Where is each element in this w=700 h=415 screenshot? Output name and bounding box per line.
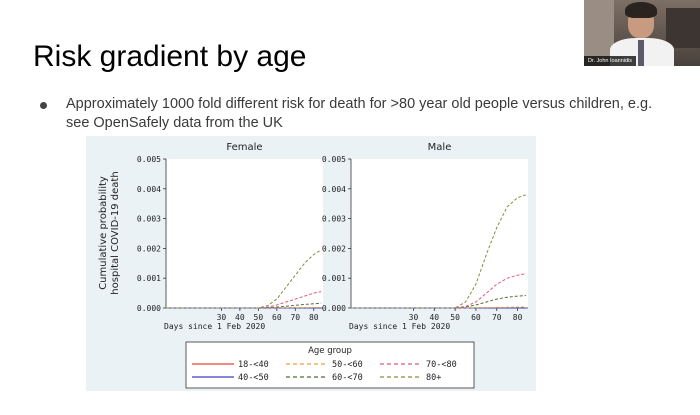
x-tick-label: 50 <box>450 313 460 322</box>
legend-label: 80+ <box>426 373 441 383</box>
x-tick-label: 80 <box>513 313 523 322</box>
y-tick-label: 0.005 <box>322 155 346 164</box>
y-tick-label: 0.002 <box>322 244 346 253</box>
x-tick-label: 60 <box>272 313 282 322</box>
y-tick-label: 0.000 <box>137 304 161 313</box>
y-tick-label: 0.004 <box>322 185 346 194</box>
series-line-70-80 <box>351 273 526 309</box>
x-tick-label: 60 <box>471 313 481 322</box>
panel-title: Female <box>226 142 262 153</box>
y-tick-label: 0.000 <box>322 304 346 313</box>
y-tick-label: 0.001 <box>137 274 161 283</box>
x-tick-label: 30 <box>409 313 419 322</box>
y-tick-label: 0.003 <box>322 215 346 224</box>
legend-label: 70-<80 <box>426 360 457 370</box>
y-axis-label: Cumulative probabilityhospital COVID-19 … <box>98 171 121 294</box>
y-tick-label: 0.004 <box>137 185 161 194</box>
webcam-video: Dr. John Ioannidis <box>584 0 700 66</box>
bullet-dot-icon <box>40 102 47 109</box>
x-tick-label: 70 <box>492 313 502 322</box>
x-tick-label: 30 <box>217 313 227 322</box>
legend-label: 40-<50 <box>238 373 269 383</box>
x-tick-label: 50 <box>254 313 264 322</box>
webcam-person-tie <box>638 40 644 66</box>
plot-area <box>166 159 323 308</box>
legend-label: 18-<40 <box>238 360 269 370</box>
series-line-80- <box>166 249 322 309</box>
x-tick-label: 70 <box>290 313 300 322</box>
y-tick-label: 0.001 <box>322 274 346 283</box>
x-tick-label: 40 <box>235 313 245 322</box>
y-axis-label-line: Cumulative probability <box>98 176 109 290</box>
y-tick-label: 0.003 <box>137 215 161 224</box>
y-tick-label: 0.005 <box>137 155 161 164</box>
webcam-person-hair <box>625 2 657 18</box>
bullet-text: Approximately 1000 fold different risk f… <box>66 96 653 131</box>
webcam-nameplate: Dr. John Ioannidis <box>584 56 637 66</box>
x-axis-label: Days since 1 Feb 2020 <box>349 322 450 331</box>
legend-label: 50-<60 <box>332 360 363 370</box>
webcam-background <box>584 0 614 66</box>
legend-title: Age group <box>308 346 352 356</box>
legend-label: 60-<70 <box>332 373 363 383</box>
panel-title: Male <box>428 142 452 153</box>
x-tick-label: 80 <box>309 313 319 322</box>
chart-figure: Cumulative probabilityhospital COVID-19 … <box>86 136 536 391</box>
plot-area <box>351 159 528 308</box>
webcam-shelf <box>666 8 700 48</box>
x-axis-label: Days since 1 Feb 2020 <box>164 322 265 331</box>
chart-svg: Cumulative probabilityhospital COVID-19 … <box>98 142 528 389</box>
legend-box <box>185 341 475 389</box>
y-tick-label: 0.002 <box>137 244 161 253</box>
slide-title: Risk gradient by age <box>33 40 307 73</box>
x-tick-label: 40 <box>429 313 439 322</box>
y-axis-label-line: hospital COVID-19 death <box>110 171 121 294</box>
